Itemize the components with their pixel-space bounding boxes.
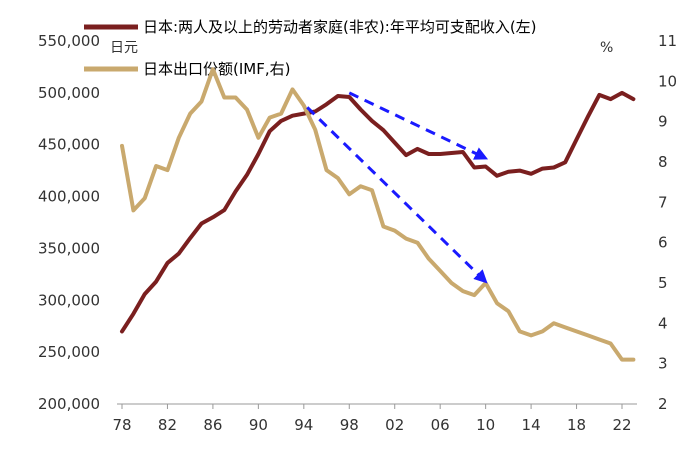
x-tick-label: 98 [340, 416, 359, 434]
series-layer [120, 67, 636, 362]
annotations [306, 91, 489, 284]
left-axis: 200,000 250,000 300,000 350,000 400,000 450,0… [38, 32, 100, 413]
left-tick-label: 400,000 [38, 188, 100, 206]
left-tick-label: 200,000 [38, 395, 100, 413]
right-tick-label: 10 [658, 72, 677, 90]
left-tick-label: 300,000 [38, 291, 100, 309]
right-tick-label: 2 [658, 395, 668, 413]
right-tick-label: 7 [658, 193, 668, 211]
left-tick-label: 350,000 [38, 239, 100, 257]
right-tick-label: 6 [658, 234, 668, 252]
right-tick-label: 9 [658, 113, 668, 131]
x-tick-label: 90 [249, 416, 268, 434]
x-tick-label: 10 [476, 416, 495, 434]
legend-label-export-share: 日本出口份额(IMF,右) [143, 60, 290, 78]
right-axis-unit: % [600, 40, 613, 56]
left-tick-label: 450,000 [38, 136, 100, 154]
left-tick-label: 550,000 [38, 32, 100, 50]
right-axis: 2 3 4 5 6 7 8 9 10 11 [658, 32, 677, 413]
left-axis-unit: 日元 [110, 40, 138, 56]
left-tick-label: 500,000 [38, 84, 100, 102]
x-tick-label: 82 [158, 416, 177, 434]
x-axis: 78 82 86 90 94 98 02 06 10 14 18 22 [112, 404, 632, 434]
legend: 日本:两人及以上的劳动者家庭(非农):年平均可支配收入(左) 日本出口份额(IM… [84, 18, 537, 78]
series-line-income [120, 90, 636, 334]
right-tick-label: 5 [658, 274, 668, 292]
x-tick-label: 22 [612, 416, 631, 434]
x-tick-label: 94 [294, 416, 313, 434]
x-tick-label: 02 [385, 416, 404, 434]
left-tick-label: 250,000 [38, 343, 100, 361]
x-tick-label: 78 [112, 416, 131, 434]
x-tick-label: 14 [522, 416, 541, 434]
legend-label-income: 日本:两人及以上的劳动者家庭(非农):年平均可支配收入(左) [143, 18, 537, 36]
right-tick-label: 4 [658, 314, 668, 332]
series-line-export-share [120, 67, 636, 362]
right-tick-label: 8 [658, 153, 668, 171]
trend-arrow-1 [348, 91, 489, 160]
x-tick-label: 06 [431, 416, 450, 434]
x-tick-label: 86 [203, 416, 222, 434]
trend-arrow-2 [306, 106, 488, 284]
right-tick-label: 11 [658, 32, 677, 50]
right-tick-label: 3 [658, 355, 668, 373]
x-tick-label: 18 [567, 416, 586, 434]
